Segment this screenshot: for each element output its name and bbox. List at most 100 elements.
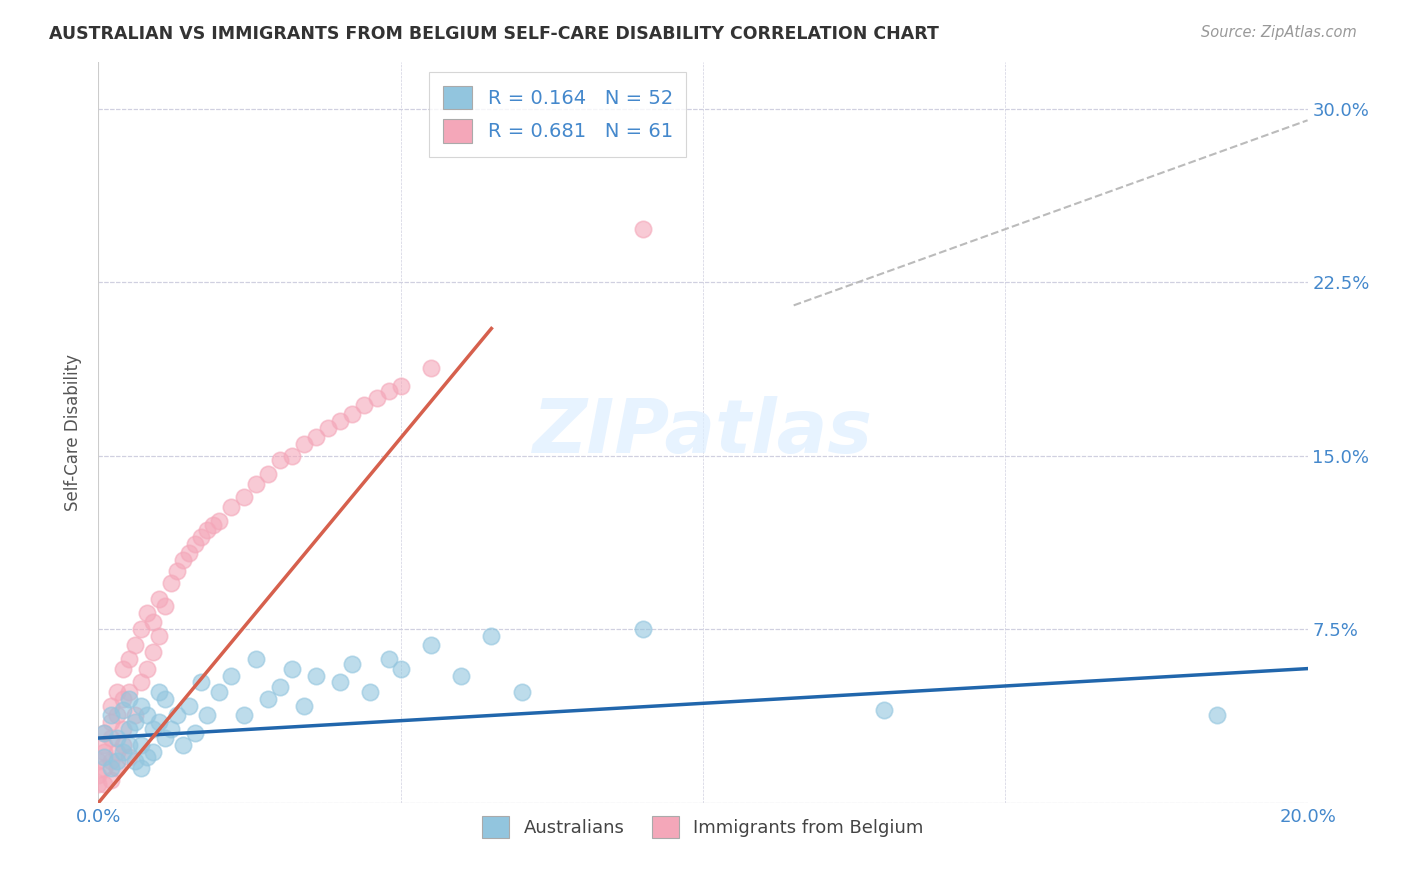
Point — [87, 777, 110, 791]
Point — [105, 707, 128, 722]
Point — [93, 738, 115, 752]
Point — [124, 714, 146, 729]
Point — [366, 391, 388, 405]
Point — [316, 421, 339, 435]
Point — [256, 691, 278, 706]
Point — [245, 476, 267, 491]
Point — [105, 754, 128, 768]
Point — [269, 453, 291, 467]
Y-axis label: Self-Care Disability: Self-Care Disability — [65, 354, 83, 511]
Point — [105, 731, 128, 745]
Point — [100, 714, 122, 729]
Point — [118, 738, 141, 752]
Point — [142, 745, 165, 759]
Point — [87, 768, 110, 782]
Point — [100, 707, 122, 722]
Point — [129, 698, 152, 713]
Point — [118, 722, 141, 736]
Point — [245, 652, 267, 666]
Point — [179, 546, 201, 560]
Point — [631, 622, 654, 636]
Point — [124, 707, 146, 722]
Point — [129, 675, 152, 690]
Point — [93, 761, 115, 775]
Point — [172, 738, 194, 752]
Point — [118, 749, 141, 764]
Point — [329, 675, 352, 690]
Point — [100, 698, 122, 713]
Point — [221, 500, 243, 514]
Point — [135, 606, 157, 620]
Point — [111, 703, 134, 717]
Point — [118, 652, 141, 666]
Point — [232, 491, 254, 505]
Point — [342, 657, 364, 671]
Point — [153, 731, 176, 745]
Point — [105, 761, 128, 775]
Point — [420, 360, 443, 375]
Point — [135, 707, 157, 722]
Point — [105, 685, 128, 699]
Point — [93, 726, 115, 740]
Point — [389, 379, 412, 393]
Point — [292, 698, 315, 713]
Point — [111, 691, 134, 706]
Point — [142, 722, 165, 736]
Point — [135, 749, 157, 764]
Point — [124, 639, 146, 653]
Point — [305, 430, 328, 444]
Point — [195, 707, 218, 722]
Point — [269, 680, 291, 694]
Point — [111, 662, 134, 676]
Point — [100, 754, 122, 768]
Point — [124, 754, 146, 768]
Point — [160, 722, 183, 736]
Point — [873, 703, 896, 717]
Point — [105, 745, 128, 759]
Point — [510, 685, 533, 699]
Point — [129, 622, 152, 636]
Point — [305, 668, 328, 682]
Point — [281, 449, 304, 463]
Point — [202, 518, 225, 533]
Text: ZIPatlas: ZIPatlas — [533, 396, 873, 469]
Point — [281, 662, 304, 676]
Point — [377, 384, 399, 398]
Point — [148, 685, 170, 699]
Point — [118, 685, 141, 699]
Legend: Australians, Immigrants from Belgium: Australians, Immigrants from Belgium — [475, 809, 931, 846]
Point — [292, 437, 315, 451]
Point — [129, 738, 152, 752]
Point — [190, 675, 212, 690]
Point — [195, 523, 218, 537]
Point — [184, 536, 207, 550]
Point — [111, 738, 134, 752]
Point — [118, 691, 141, 706]
Point — [142, 615, 165, 630]
Point — [142, 645, 165, 659]
Point — [111, 745, 134, 759]
Point — [93, 749, 115, 764]
Point — [93, 726, 115, 740]
Point — [153, 599, 176, 614]
Point — [481, 629, 503, 643]
Point — [360, 685, 382, 699]
Point — [631, 222, 654, 236]
Point — [153, 691, 176, 706]
Point — [100, 731, 122, 745]
Point — [148, 714, 170, 729]
Point — [135, 662, 157, 676]
Point — [166, 707, 188, 722]
Point — [389, 662, 412, 676]
Point — [179, 698, 201, 713]
Point — [450, 668, 472, 682]
Point — [1206, 707, 1229, 722]
Point — [377, 652, 399, 666]
Point — [129, 761, 152, 775]
Point — [221, 668, 243, 682]
Point — [208, 514, 231, 528]
Point — [148, 629, 170, 643]
Point — [93, 745, 115, 759]
Point — [100, 761, 122, 775]
Point — [232, 707, 254, 722]
